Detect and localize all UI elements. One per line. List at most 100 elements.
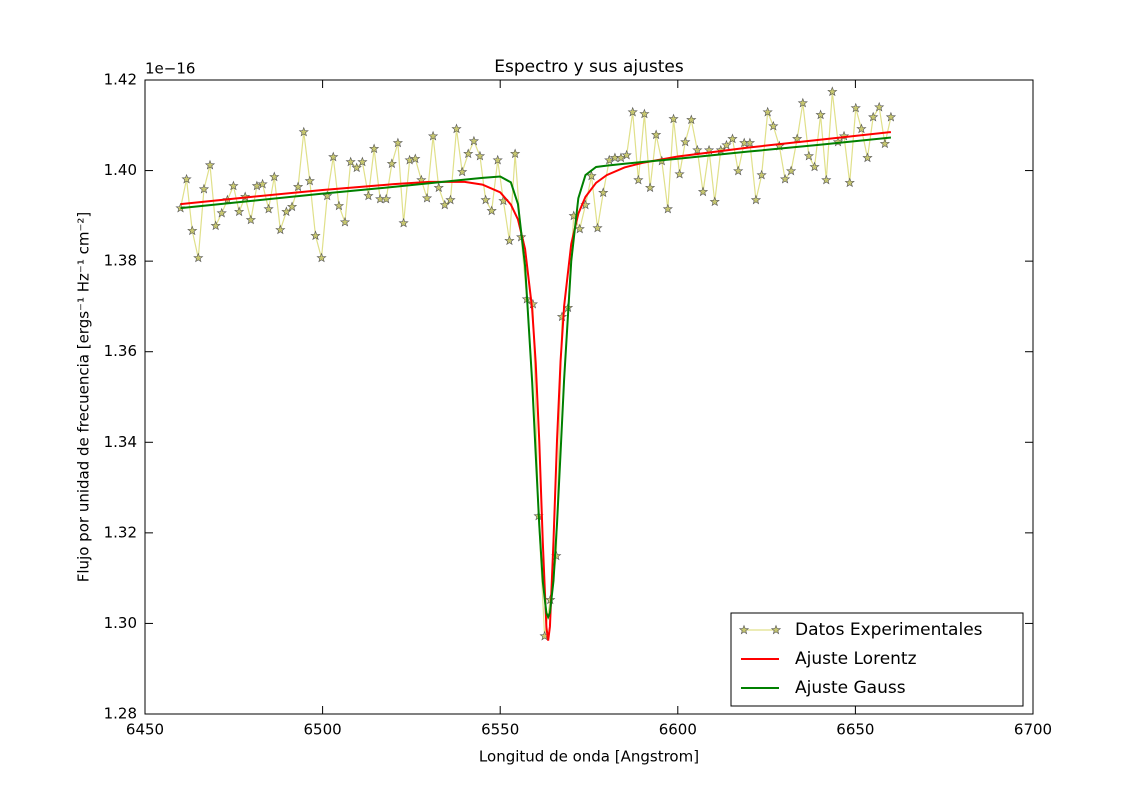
y-tick-label: 1.32	[104, 523, 137, 541]
data-point	[398, 217, 409, 228]
data-point	[392, 137, 403, 148]
chart-title: Espectro y sus ajustes	[494, 57, 684, 77]
data-point	[692, 144, 703, 155]
data-point	[381, 193, 392, 204]
data-point	[633, 174, 644, 185]
data-point	[651, 129, 662, 140]
data-point	[786, 165, 797, 176]
data-point	[644, 182, 656, 193]
data-point	[433, 182, 444, 193]
data-point	[721, 139, 732, 150]
data-point	[803, 150, 814, 161]
data-point	[187, 225, 198, 236]
y-tick-label: 1.36	[104, 342, 137, 360]
data-point	[592, 222, 603, 233]
data-point	[369, 143, 380, 154]
data-point	[885, 111, 897, 122]
x-tick-label: 6500	[304, 721, 342, 739]
plot-frame	[144, 79, 1034, 715]
data-point	[815, 109, 826, 120]
data-point	[480, 194, 491, 205]
data-point	[809, 161, 820, 172]
data-point	[756, 169, 767, 180]
data-point	[574, 223, 585, 234]
data-point	[868, 111, 879, 122]
data-point	[216, 207, 227, 218]
data-point	[697, 186, 709, 197]
data-point	[504, 235, 515, 246]
legend-label: Ajuste Lorentz	[795, 649, 917, 669]
data-point	[275, 224, 286, 235]
data-point	[263, 203, 274, 214]
data-point	[627, 106, 638, 117]
data-point	[328, 151, 339, 162]
data-point	[292, 181, 304, 192]
data-point	[598, 187, 609, 198]
data-point	[556, 311, 568, 322]
data-point	[621, 149, 632, 160]
data-point	[709, 196, 720, 207]
data-point	[204, 159, 216, 170]
data-point	[750, 194, 762, 205]
data-point	[615, 152, 627, 163]
data-point	[310, 230, 321, 241]
data-point	[527, 298, 538, 309]
data-point	[304, 175, 315, 186]
data-point	[463, 148, 474, 159]
data-point	[357, 156, 368, 167]
legend-marker	[738, 624, 750, 635]
data-point	[727, 133, 738, 144]
series-line	[180, 131, 892, 641]
data-point	[316, 252, 327, 263]
y-axis-label: Flujo por unidad de frecuencia [ergs⁻¹ H…	[75, 212, 93, 582]
data-point	[427, 130, 439, 141]
data-point	[680, 136, 691, 147]
y-tick-label: 1.38	[104, 252, 137, 270]
data-point	[797, 97, 808, 108]
data-point	[862, 152, 873, 163]
data-point	[744, 137, 756, 148]
y-tick-label: 1.28	[104, 705, 137, 723]
x-tick-label: 6650	[836, 721, 874, 739]
data-point	[351, 162, 362, 173]
data-point	[210, 220, 221, 231]
data-point	[269, 171, 280, 182]
x-axis-label: Longitud de onda [Angstrom]	[479, 748, 699, 766]
data-point	[733, 165, 744, 176]
data-point	[257, 178, 268, 189]
x-tick-label: 6600	[659, 721, 697, 739]
data-point	[234, 206, 245, 217]
data-point	[445, 194, 456, 205]
x-tick-label: 6550	[481, 721, 519, 739]
y-tick-label: 1.42	[104, 71, 137, 89]
legend-label: Ajuste Gauss	[795, 678, 906, 698]
data-point	[421, 192, 433, 203]
data-point	[457, 166, 468, 177]
data-point	[768, 120, 779, 131]
data-point	[333, 200, 345, 211]
data-point	[193, 252, 204, 263]
y-offset-label: 1e−16	[145, 60, 195, 78]
y-tick-label: 1.34	[104, 433, 137, 451]
data-point	[298, 126, 309, 137]
data-point	[779, 173, 791, 184]
data-point	[386, 158, 397, 169]
data-point	[181, 173, 192, 184]
data-point	[874, 101, 885, 112]
data-point	[762, 106, 773, 117]
data-point	[674, 168, 685, 179]
legend-label: Datos Experimentales	[795, 620, 983, 640]
data-point	[228, 180, 239, 191]
series-line	[180, 136, 892, 620]
data-point	[492, 154, 503, 165]
data-point	[345, 156, 356, 167]
data-point	[510, 148, 521, 159]
data-point	[821, 174, 832, 185]
data-point	[286, 201, 298, 212]
data-point	[662, 203, 673, 214]
y-tick-label: 1.40	[104, 161, 137, 179]
data-point	[832, 136, 844, 147]
data-point	[363, 190, 374, 201]
y-tick-label: 1.30	[104, 614, 137, 632]
